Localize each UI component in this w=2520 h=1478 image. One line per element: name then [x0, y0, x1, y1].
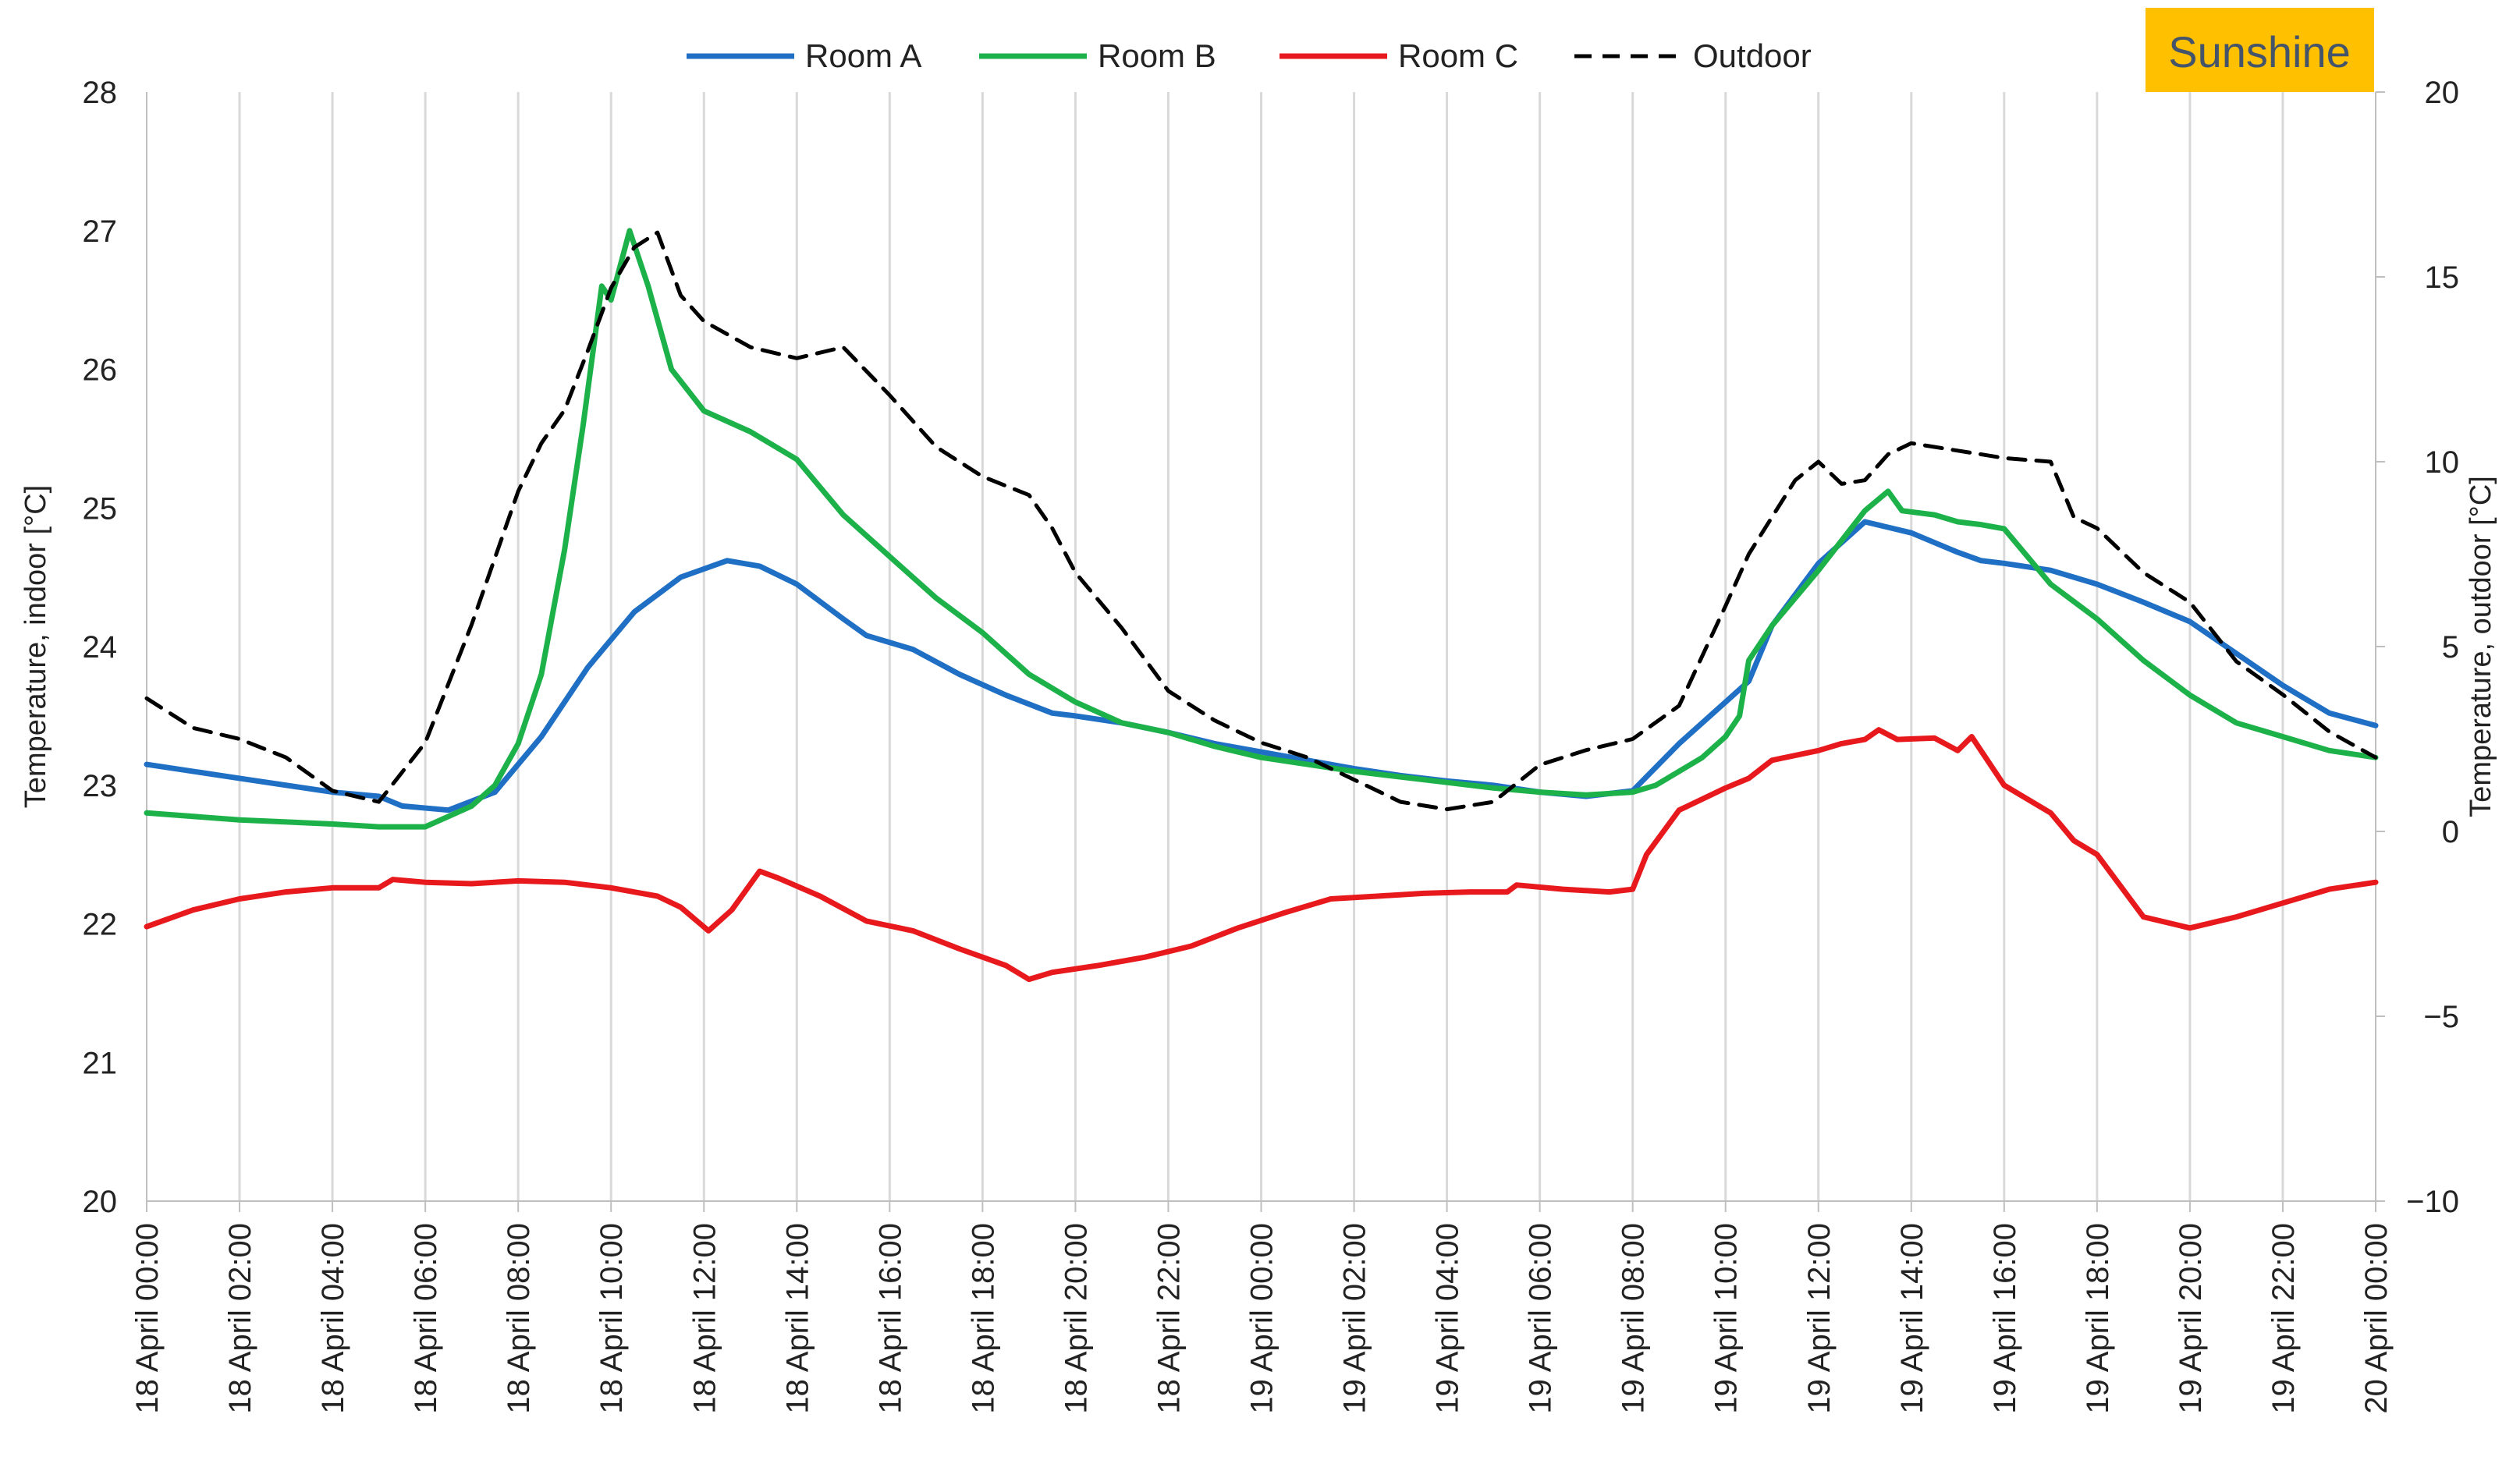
x-tick-label-15: 19 April 06:00: [1524, 1223, 1558, 1414]
legend-label-room-c: Room C: [1398, 37, 1518, 74]
left-y-tick-label-7: 27: [83, 214, 118, 249]
x-tick-label-5: 18 April 10:00: [595, 1223, 629, 1414]
left-y-tick-label-0: 20: [83, 1185, 118, 1219]
grid-lines: [146, 92, 2376, 1212]
right-y-tick-labels: −10 −5 0 5 10 15 20: [2376, 76, 2459, 1219]
x-tick-label-24: 20 April 00:00: [2359, 1223, 2394, 1414]
x-tick-label-22: 19 April 20:00: [2174, 1223, 2208, 1414]
series-lines: [144, 228, 2379, 983]
right-y-tick-label-4: 10: [2425, 445, 2460, 480]
x-tick-label-21: 19 April 18:00: [2081, 1223, 2115, 1414]
x-tick-label-0: 18 April 00:00: [130, 1223, 165, 1414]
x-tick-label-6: 18 April 12:00: [687, 1223, 722, 1414]
right-y-tick-label-6: 20: [2425, 76, 2460, 110]
left-y-tick-label-3: 23: [83, 769, 118, 803]
series-line-room-a: [144, 519, 2379, 813]
x-tick-label-2: 18 April 04:00: [316, 1223, 350, 1414]
y-axis-title-left: Temperature, indoor [°C]: [20, 485, 52, 808]
legend: Room A Room B Room C Outdoor: [687, 37, 1812, 74]
left-y-tick-label-5: 25: [83, 491, 118, 526]
left-y-tick-label-1: 21: [83, 1046, 118, 1080]
left-y-tick-label-8: 28: [83, 76, 118, 110]
x-tick-label-4: 18 April 08:00: [502, 1223, 536, 1414]
left-y-tick-label-6: 26: [83, 353, 118, 388]
x-tick-label-20: 19 April 16:00: [1988, 1223, 2022, 1414]
x-tick-label-19: 19 April 14:00: [1895, 1223, 1929, 1414]
x-tick-label-23: 19 April 22:00: [2266, 1223, 2301, 1414]
x-tick-label-17: 19 April 10:00: [1709, 1223, 1744, 1414]
x-tick-label-10: 18 April 20:00: [1059, 1223, 1093, 1414]
left-y-tick-labels: 20 21 22 23 24 25 26 27 28: [83, 76, 118, 1219]
legend-label-room-b: Room B: [1098, 37, 1216, 74]
right-y-tick-label-3: 5: [2442, 630, 2459, 665]
right-y-tick-label-1: −5: [2423, 1000, 2459, 1034]
y-axis-title-right: Temperature, outdoor [°C]: [2465, 476, 2497, 817]
right-y-tick-label-2: 0: [2442, 815, 2459, 849]
x-tick-label-14: 19 April 04:00: [1431, 1223, 1465, 1414]
sunshine-badge-background: [2146, 8, 2374, 92]
series-line-room-c: [144, 727, 2379, 983]
sunshine-badge: Sunshine: [2146, 8, 2374, 92]
legend-label-outdoor: Outdoor: [1693, 37, 1812, 74]
x-tick-label-18: 19 April 12:00: [1802, 1223, 1837, 1414]
x-tick-labels: 18 April 00:00 18 April 02:00 18 April 04:…: [130, 1223, 2394, 1414]
left-y-tick-label-2: 22: [83, 908, 118, 942]
sunshine-badge-label: Sunshine: [2168, 27, 2351, 76]
right-y-tick-label-0: −10: [2406, 1185, 2459, 1219]
right-y-tick-label-5: 15: [2425, 261, 2460, 295]
left-y-tick-label-4: 24: [83, 630, 118, 665]
x-tick-label-16: 19 April 08:00: [1617, 1223, 1651, 1414]
x-tick-label-8: 18 April 16:00: [873, 1223, 907, 1414]
x-tick-label-7: 18 April 14:00: [780, 1223, 815, 1414]
x-tick-label-11: 18 April 22:00: [1152, 1223, 1186, 1414]
legend-label-room-a: Room A: [805, 37, 921, 74]
x-tick-label-1: 18 April 02:00: [223, 1223, 257, 1414]
x-tick-label-9: 18 April 18:00: [966, 1223, 1000, 1414]
x-tick-label-3: 18 April 06:00: [409, 1223, 443, 1414]
x-tick-label-13: 19 April 02:00: [1338, 1223, 1372, 1414]
series-line-outdoor: [144, 230, 2378, 812]
x-tick-label-12: 19 April 00:00: [1245, 1223, 1280, 1414]
